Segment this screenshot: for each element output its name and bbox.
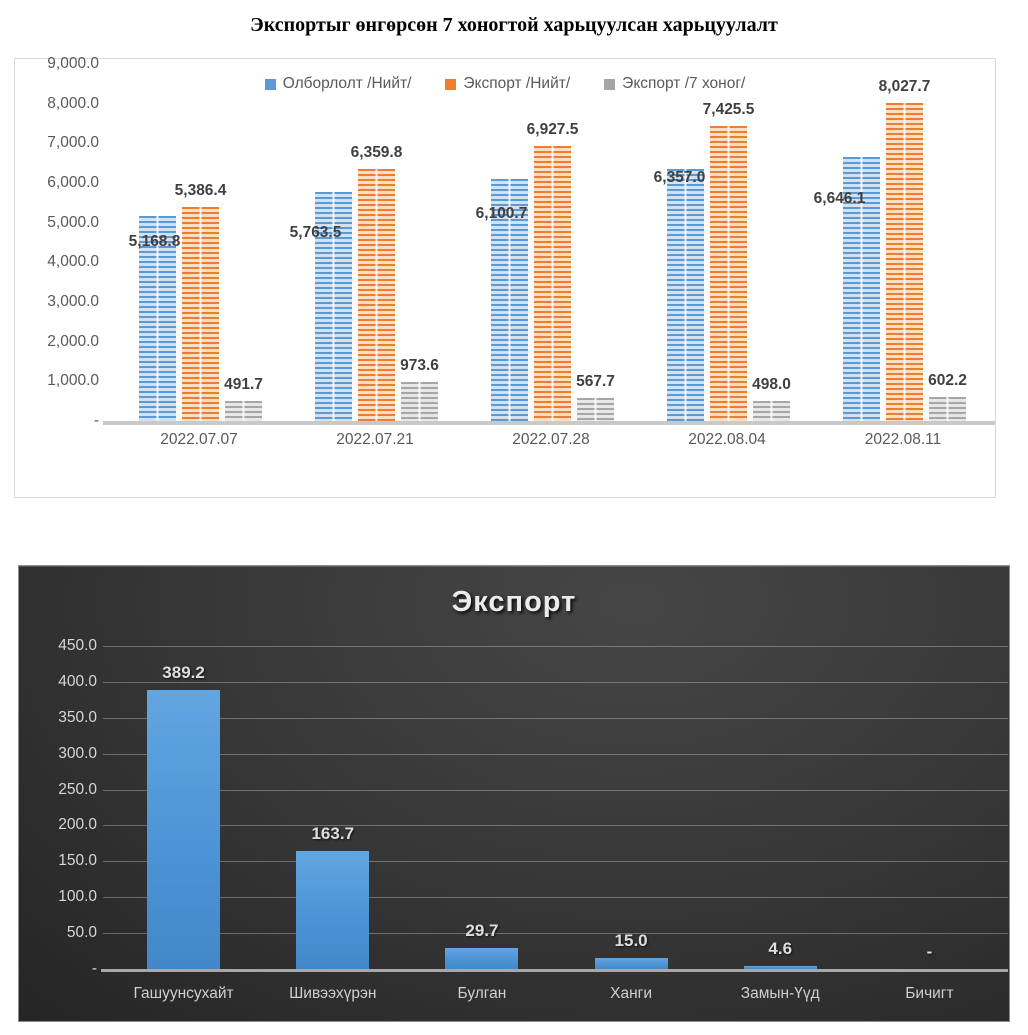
x-category-label: Гашуунсухайт (133, 985, 234, 1002)
x-category-label: Бичигт (905, 985, 954, 1002)
data-label: 5,386.4 (174, 182, 227, 200)
data-label: 6,357.0 (653, 168, 706, 186)
data-label: 6,100.7 (475, 205, 528, 222)
y-tick-label: 100.0 (58, 888, 97, 906)
legend-item: Экспорт /Нийт/ (445, 75, 570, 93)
legend-label: Экспорт /Нийт/ (463, 75, 571, 92)
bar (296, 851, 370, 969)
data-label: 5,168.8 (128, 232, 181, 250)
x-category-label: Булган (457, 985, 507, 1002)
export-chart-title: Экспорт (451, 586, 577, 618)
legend-item: Олборлолт /Нийт/ (264, 75, 412, 93)
data-label: 4.6 (768, 938, 793, 958)
x-category-label: Ханги (610, 985, 652, 1002)
bar (534, 146, 571, 421)
bar (667, 168, 704, 421)
data-label: 498.0 (752, 376, 791, 394)
y-tick-label: 1,000.0 (47, 372, 99, 390)
bar (139, 215, 176, 421)
bar (182, 207, 219, 421)
y-tick-label: 6,000.0 (47, 174, 99, 191)
legend-marker-icon (445, 78, 457, 90)
y-tick-label: - (91, 960, 97, 977)
data-label: 602.2 (928, 372, 967, 390)
y-tick-label: 4,000.0 (47, 253, 99, 271)
data-label: 163.7 (311, 824, 355, 844)
x-category-label: 2022.07.28 (512, 431, 590, 448)
x-category-label: 2022.07.07 (160, 431, 238, 448)
bar (147, 689, 221, 969)
y-tick-label: 5,000.0 (47, 213, 99, 231)
gridline (103, 646, 1008, 647)
legend-label: Экспорт /7 хоног/ (622, 75, 746, 92)
y-tick-label: 400.0 (58, 672, 97, 690)
bar (886, 102, 923, 421)
x-category-label: 2022.08.11 (864, 431, 942, 448)
bar (445, 947, 519, 969)
bar (225, 401, 262, 421)
gridline (103, 861, 1008, 863)
data-label: 15.0 (614, 931, 648, 951)
data-label: 6,359.8 (350, 143, 403, 161)
data-label: 389.2 (162, 662, 205, 682)
gridline (103, 933, 1008, 935)
y-tick-label: 2,000.0 (47, 332, 99, 350)
y-tick-label: 300.0 (58, 744, 97, 762)
legend: Олборлолт /Нийт/Экспорт /Нийт/Экспорт /7… (15, 75, 995, 93)
x-axis-line (101, 969, 1008, 972)
y-tick-label: 200.0 (58, 816, 97, 834)
bar (710, 126, 747, 421)
bar (401, 382, 438, 421)
gridline (103, 681, 1008, 683)
x-category-label: Шивээхүрэн (289, 985, 377, 1002)
bar (358, 168, 395, 421)
export-by-port-chart: Экспорт 450.0 400.0 350.0 300.0 250.0 200.0 15… (18, 565, 1010, 1022)
legend-item: Экспорт /7 хоног/ (604, 75, 745, 93)
bar (929, 397, 966, 421)
bar (753, 401, 790, 421)
gridline (103, 825, 1008, 827)
bar (843, 157, 880, 421)
data-label: 973.6 (400, 357, 439, 375)
y-tick-label: 50.0 (66, 924, 97, 942)
data-label: - (926, 942, 933, 961)
data-label: 7,425.5 (702, 101, 755, 119)
bar (315, 192, 352, 421)
data-label: 6,927.5 (526, 121, 579, 139)
bar (577, 398, 614, 421)
x-axis-line (103, 421, 995, 425)
bar (491, 179, 528, 421)
y-tick-label: 7,000.0 (47, 134, 99, 152)
y-tick-label: 8,000.0 (47, 94, 99, 112)
y-tick-label: 350.0 (58, 708, 97, 726)
y-tick-label: 250.0 (58, 780, 97, 798)
weekly-comparison-chart-title: Экспортыг өнгөрсөн 7 хоногтой харьцуулса… (250, 14, 778, 36)
data-label: 567.7 (576, 373, 615, 391)
y-tick-label: 3,000.0 (47, 293, 99, 310)
data-label: 6,646.1 (813, 190, 866, 208)
legend-marker-icon (604, 78, 616, 90)
y-tick-label: - (93, 412, 99, 429)
legend-marker-icon (264, 78, 276, 90)
legend-label: Олборлолт /Нийт/ (282, 75, 412, 92)
y-tick-label: 9,000.0 (47, 55, 99, 72)
data-label: 8,027.7 (878, 77, 931, 95)
data-label: 29.7 (465, 920, 499, 940)
gridline (103, 897, 1008, 899)
y-tick-label: 450.0 (58, 637, 97, 654)
data-label: 5,763.5 (289, 224, 342, 242)
x-category-label: Замын-Үүд (740, 985, 820, 1002)
bar (743, 965, 817, 969)
gridline (103, 717, 1008, 719)
data-label: 491.7 (224, 376, 263, 394)
gridline (103, 753, 1008, 755)
x-category-label: 2022.08.04 (688, 431, 766, 448)
bar (594, 958, 668, 969)
x-category-label: 2022.07.21 (336, 431, 414, 448)
weekly-comparison-chart: Олборлолт /Нийт/Экспорт /Нийт/Экспорт /7… (14, 55, 996, 498)
y-tick-label: 150.0 (58, 852, 97, 870)
gridline (103, 789, 1008, 791)
